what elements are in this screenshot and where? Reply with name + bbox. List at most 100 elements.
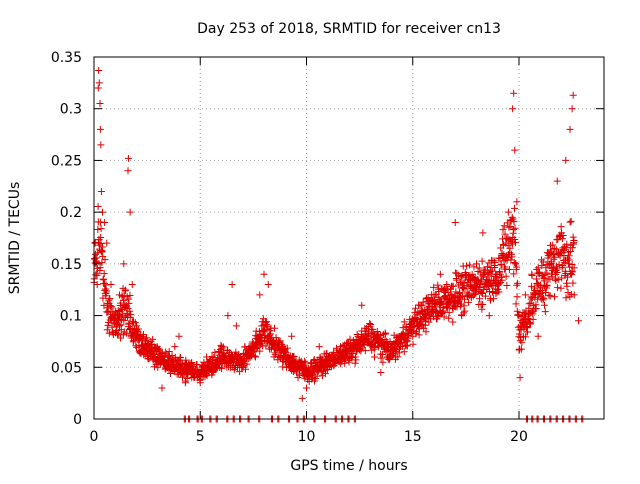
data-point	[529, 315, 537, 323]
data-point	[575, 317, 582, 325]
data-point	[271, 343, 279, 351]
data-point	[96, 264, 104, 272]
data-point	[309, 363, 317, 371]
data-point	[545, 291, 553, 299]
data-point	[445, 314, 453, 322]
data-point	[266, 330, 274, 338]
data-point	[553, 265, 561, 273]
data-point	[567, 290, 575, 298]
data-point	[557, 223, 565, 231]
y-tick-label: 0.1	[60, 309, 82, 325]
y-tick-label: 0.2	[60, 205, 82, 221]
data-point	[196, 379, 204, 387]
data-point	[400, 318, 408, 326]
data-point	[98, 259, 106, 267]
data-point	[516, 374, 524, 382]
x-tick-label: 0	[90, 429, 99, 445]
data-point	[497, 273, 505, 281]
data-point	[120, 296, 128, 304]
data-point	[115, 330, 123, 338]
data-point	[570, 291, 578, 299]
data-point	[181, 379, 189, 387]
data-point	[511, 235, 519, 243]
data-point	[496, 267, 504, 275]
data-point	[562, 294, 570, 302]
data-point	[120, 260, 128, 268]
data-point	[352, 356, 360, 364]
data-point	[101, 218, 109, 226]
data-point	[125, 320, 133, 328]
data-point	[128, 281, 136, 289]
data-point	[501, 265, 509, 273]
data-point	[541, 301, 548, 309]
data-point	[133, 322, 140, 330]
data-point	[492, 289, 500, 297]
data-point	[505, 223, 513, 231]
data-point	[453, 276, 461, 284]
data-point	[506, 223, 514, 231]
data-point	[92, 250, 100, 258]
data-point	[107, 281, 115, 289]
data-point	[558, 235, 566, 243]
data-point	[126, 208, 134, 216]
data-point	[432, 303, 440, 311]
data-point	[569, 91, 577, 99]
data-point	[357, 345, 365, 353]
data-point	[124, 167, 132, 175]
data-point	[168, 352, 176, 360]
y-tick-label: 0.3	[60, 102, 82, 118]
data-point	[143, 334, 151, 342]
data-point	[500, 222, 508, 230]
data-point	[409, 332, 417, 340]
data-point	[224, 347, 232, 355]
data-point	[176, 353, 184, 361]
data-points	[90, 66, 587, 423]
axis-ticks: 0 5 10 15 20 0 0.05 0.1 0.15 0.2 0.25 0.3 0.35	[51, 50, 604, 445]
data-point	[565, 256, 573, 264]
data-point	[358, 301, 366, 309]
data-point	[557, 284, 565, 292]
data-point	[461, 285, 469, 293]
data-point	[324, 363, 332, 371]
data-point	[490, 295, 498, 303]
data-point	[563, 279, 571, 287]
y-axis-label: SRMTID / TECUs	[7, 182, 23, 295]
data-point	[566, 218, 574, 226]
data-point	[510, 218, 518, 226]
data-point	[561, 245, 569, 253]
data-point	[370, 345, 378, 353]
data-point	[368, 340, 376, 348]
data-point	[218, 365, 225, 373]
data-point	[127, 310, 135, 318]
data-point	[216, 364, 224, 372]
data-point	[512, 239, 520, 247]
x-axis-label: GPS time / hours	[290, 458, 407, 474]
data-point	[564, 289, 572, 297]
data-point	[479, 300, 487, 308]
data-point	[446, 298, 454, 306]
data-point	[539, 296, 547, 304]
data-point	[120, 292, 128, 300]
data-point	[381, 330, 389, 338]
data-point	[276, 337, 284, 345]
data-point	[510, 204, 518, 212]
data-point	[540, 294, 548, 302]
data-point	[103, 239, 111, 247]
data-point	[178, 373, 186, 381]
data-point	[566, 247, 574, 255]
data-point	[106, 295, 114, 303]
data-point	[96, 100, 104, 108]
data-point	[415, 331, 423, 339]
data-point	[525, 304, 533, 312]
data-point	[485, 312, 493, 320]
data-point	[126, 313, 134, 321]
data-point	[367, 320, 375, 328]
data-point	[373, 327, 381, 335]
data-point	[415, 301, 423, 309]
data-point	[139, 331, 147, 339]
data-point	[452, 288, 460, 296]
data-point	[93, 281, 101, 289]
data-point	[566, 125, 574, 133]
data-point	[492, 270, 500, 278]
data-point	[463, 262, 471, 270]
